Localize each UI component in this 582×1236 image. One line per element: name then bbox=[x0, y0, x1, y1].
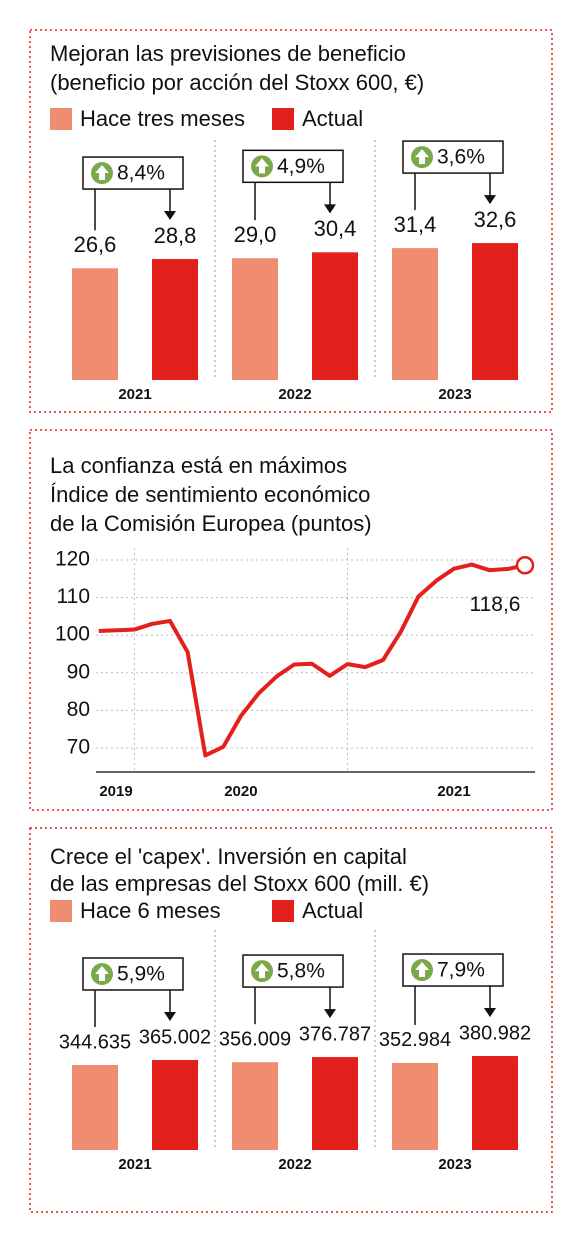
bar bbox=[472, 243, 518, 380]
value-label: 28,8 bbox=[154, 223, 197, 248]
x-tick-label: 2022 bbox=[278, 1156, 311, 1173]
arrow-head bbox=[484, 195, 496, 205]
x-tick-label: 2023 bbox=[438, 1156, 471, 1173]
panel-border bbox=[29, 29, 553, 413]
legend-label: Hace tres meses bbox=[80, 106, 245, 131]
value-label: 29,0 bbox=[234, 222, 277, 247]
arrow-head bbox=[484, 1008, 496, 1018]
y-tick-label: 70 bbox=[67, 735, 90, 758]
bar bbox=[392, 1062, 438, 1150]
arrow-head bbox=[164, 211, 176, 221]
change-label: 7,9% bbox=[437, 959, 485, 982]
bar bbox=[72, 1065, 118, 1150]
arrow-head bbox=[324, 204, 336, 214]
chart-title: de la Comisión Europea (puntos) bbox=[50, 511, 372, 536]
value-label: 344.635 bbox=[59, 1031, 131, 1053]
x-tick-label: 2021 bbox=[437, 783, 470, 800]
change-label: 5,9% bbox=[117, 963, 165, 986]
legend-swatch bbox=[272, 108, 294, 130]
legend-swatch bbox=[50, 108, 72, 130]
value-label: 26,6 bbox=[74, 232, 117, 257]
value-label: 30,4 bbox=[314, 216, 357, 241]
value-label: 376.787 bbox=[299, 1023, 371, 1045]
x-tick-label: 2020 bbox=[224, 783, 257, 800]
value-label: 356.009 bbox=[219, 1028, 291, 1050]
bar bbox=[392, 248, 438, 380]
change-label: 4,9% bbox=[277, 155, 325, 178]
value-label: 32,6 bbox=[474, 207, 517, 232]
legend-swatch bbox=[272, 900, 294, 922]
legend-label: Actual bbox=[302, 898, 363, 923]
chart-title: Índice de sentimiento económico bbox=[50, 482, 370, 507]
line bbox=[98, 562, 526, 758]
x-tick-label: 2021 bbox=[118, 1156, 151, 1173]
y-tick-label: 90 bbox=[67, 660, 90, 683]
x-tick-label: 2019 bbox=[99, 783, 132, 800]
chart-title: (beneficio por acción del Stoxx 600, €) bbox=[50, 70, 424, 95]
end-label: 118,6 bbox=[469, 593, 520, 616]
bar bbox=[312, 252, 358, 380]
x-tick-label: 2022 bbox=[278, 386, 311, 403]
bar bbox=[152, 1059, 198, 1150]
up-icon-arrow bbox=[415, 149, 429, 165]
panel-border bbox=[29, 429, 553, 811]
bar bbox=[472, 1056, 518, 1150]
bar bbox=[72, 268, 118, 380]
up-icon-arrow bbox=[255, 158, 269, 174]
panel-border bbox=[29, 827, 553, 1213]
up-icon-arrow bbox=[95, 165, 109, 181]
chart-title: de las empresas del Stoxx 600 (mill. €) bbox=[50, 871, 429, 896]
arrow-head bbox=[164, 1011, 176, 1021]
x-tick-label: 2021 bbox=[118, 386, 151, 403]
y-tick-label: 120 bbox=[55, 548, 90, 571]
up-icon-arrow bbox=[95, 965, 109, 981]
bar bbox=[152, 259, 198, 380]
value-label: 31,4 bbox=[394, 212, 437, 237]
x-tick-label: 2023 bbox=[438, 386, 471, 403]
y-tick-label: 110 bbox=[57, 585, 90, 608]
up-icon-arrow bbox=[255, 963, 269, 979]
change-label: 5,8% bbox=[277, 960, 325, 983]
value-label: 365.002 bbox=[139, 1026, 211, 1048]
end-marker bbox=[515, 556, 535, 575]
value-label: 352.984 bbox=[379, 1029, 451, 1051]
change-label: 3,6% bbox=[437, 146, 485, 169]
bar bbox=[232, 258, 278, 380]
arrow-head bbox=[324, 1009, 336, 1019]
legend-swatch bbox=[50, 900, 72, 922]
value-label: 380.982 bbox=[459, 1022, 531, 1044]
y-tick-label: 80 bbox=[67, 698, 90, 721]
chart-title: Crece el 'capex'. Inversión en capital bbox=[50, 844, 407, 869]
bar bbox=[312, 1057, 358, 1150]
change-label: 8,4% bbox=[117, 162, 165, 185]
y-tick-label: 100 bbox=[55, 623, 90, 646]
bar bbox=[232, 1062, 278, 1150]
up-icon-arrow bbox=[415, 962, 429, 978]
chart-title: Mejoran las previsiones de beneficio bbox=[50, 41, 406, 66]
legend-label: Actual bbox=[302, 106, 363, 131]
chart-title: La confianza está en máximos bbox=[50, 453, 347, 478]
legend-label: Hace 6 meses bbox=[80, 898, 221, 923]
